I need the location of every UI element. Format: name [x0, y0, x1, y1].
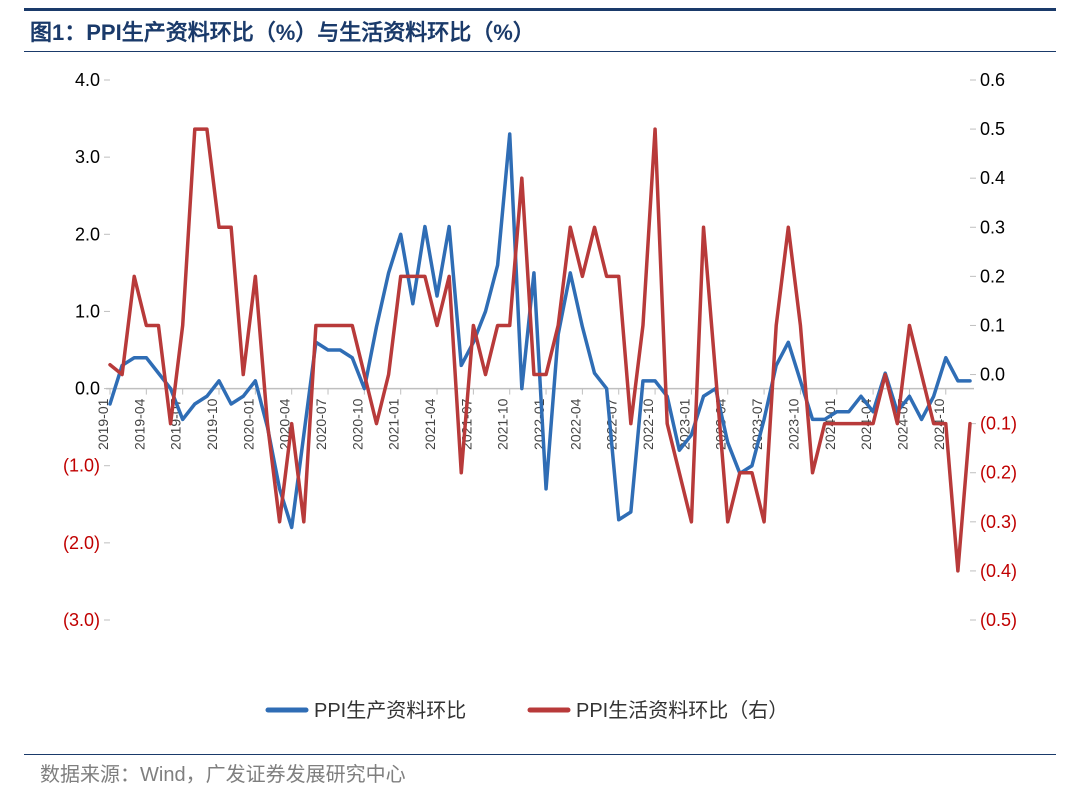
svg-text:2019-04: 2019-04 [131, 398, 147, 450]
svg-text:2019-01: 2019-01 [95, 398, 111, 450]
svg-text:2.0: 2.0 [75, 224, 100, 244]
svg-text:2020-01: 2020-01 [240, 398, 256, 450]
svg-text:2019-10: 2019-10 [204, 398, 220, 450]
svg-text:0.4: 0.4 [980, 168, 1005, 188]
svg-text:0.6: 0.6 [980, 70, 1005, 90]
svg-text:4.0: 4.0 [75, 70, 100, 90]
svg-text:(0.3): (0.3) [980, 512, 1017, 532]
footer-rule [24, 754, 1056, 755]
chart-plot: 2019-012019-042019-072019-102020-012020-… [40, 60, 1040, 739]
svg-text:2022-04: 2022-04 [567, 398, 583, 450]
legend: PPI生产资料环比 PPI生活资料环比（右） [268, 699, 788, 722]
figure-title: 图1：PPI生产资料环比（%）与生活资料环比（%） [24, 15, 535, 47]
svg-text:(1.0): (1.0) [63, 456, 100, 476]
svg-text:0.3: 0.3 [980, 217, 1005, 237]
svg-text:0.0: 0.0 [980, 365, 1005, 385]
svg-text:2020-10: 2020-10 [349, 398, 365, 450]
svg-text:PPI生活资料环比（右）: PPI生活资料环比（右） [576, 699, 788, 722]
svg-text:0.2: 0.2 [980, 266, 1005, 286]
svg-text:(2.0): (2.0) [63, 533, 100, 553]
svg-text:(0.1): (0.1) [980, 414, 1017, 434]
chart-svg: 2019-012019-042019-072019-102020-012020-… [40, 60, 1040, 740]
data-source: 数据来源：Wind，广发证券发展研究中心 [40, 758, 406, 787]
svg-text:0.0: 0.0 [75, 379, 100, 399]
svg-text:0.5: 0.5 [980, 119, 1005, 139]
svg-text:2021-10: 2021-10 [495, 398, 511, 450]
svg-text:(0.2): (0.2) [980, 463, 1017, 483]
svg-text:PPI生产资料环比: PPI生产资料环比 [314, 699, 466, 722]
svg-text:3.0: 3.0 [75, 147, 100, 167]
svg-text:2022-10: 2022-10 [640, 398, 656, 450]
svg-text:2021-01: 2021-01 [386, 398, 402, 450]
svg-text:(0.5): (0.5) [980, 610, 1017, 630]
svg-text:2020-07: 2020-07 [313, 398, 329, 450]
svg-text:1.0: 1.0 [75, 301, 100, 321]
svg-text:(3.0): (3.0) [63, 610, 100, 630]
svg-text:2021-04: 2021-04 [422, 398, 438, 450]
figure-container: 图1：PPI生产资料环比（%）与生活资料环比（%） 2019-01 2019-04… [0, 0, 1080, 799]
title-bar: 图1：PPI生产资料环比（%）与生活资料环比（%） [24, 8, 1056, 52]
svg-text:2023-10: 2023-10 [785, 398, 801, 450]
svg-text:0.1: 0.1 [980, 315, 1005, 335]
svg-text:(0.4): (0.4) [980, 561, 1017, 581]
